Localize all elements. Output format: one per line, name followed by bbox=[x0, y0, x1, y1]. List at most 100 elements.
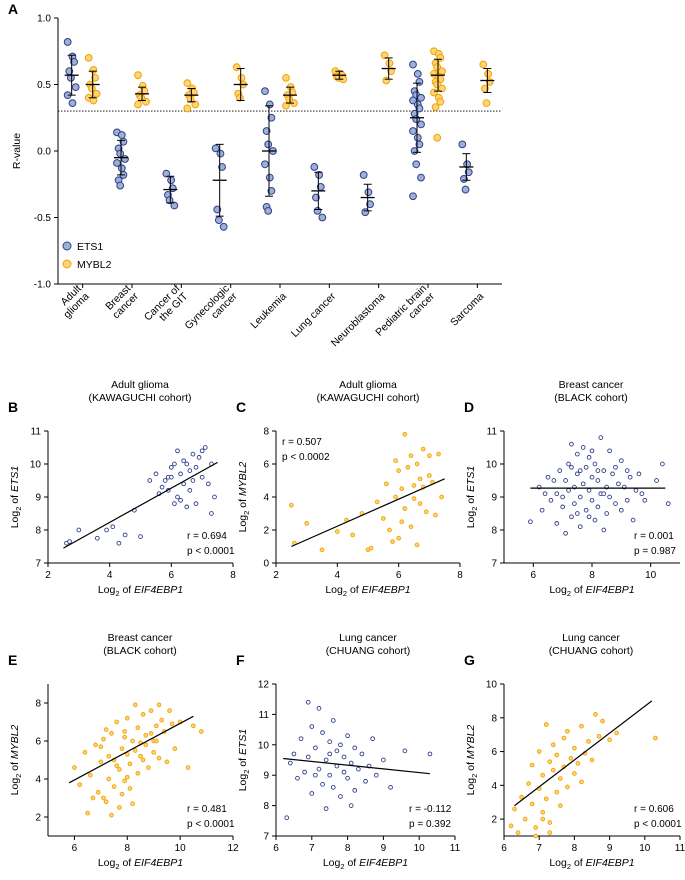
data-point-mybl2 bbox=[89, 65, 98, 74]
data-point-ets1 bbox=[313, 206, 322, 215]
data-point-ets1 bbox=[265, 173, 274, 182]
data-point-ets1 bbox=[267, 113, 276, 122]
x-tick-label: 6 bbox=[531, 570, 537, 581]
data-point-mybl2 bbox=[235, 93, 244, 102]
y-axis-label-gene: ETS1 bbox=[237, 729, 249, 755]
y-tick-label: 6 bbox=[35, 737, 41, 748]
x-tick-label: 10 bbox=[645, 570, 657, 581]
x-axis-label-sub: 2 bbox=[567, 862, 571, 871]
data-point bbox=[151, 750, 157, 755]
data-point-mybl2 bbox=[183, 79, 192, 88]
data-point-ets1 bbox=[211, 144, 220, 153]
x-tick-label: 9 bbox=[607, 843, 613, 854]
data-point bbox=[87, 772, 93, 778]
data-point-mybl2 bbox=[380, 51, 389, 60]
stat-annotation: r = 0.694 bbox=[187, 531, 227, 542]
data-point-ets1 bbox=[261, 160, 269, 169]
data-point bbox=[402, 431, 408, 437]
data-point bbox=[284, 815, 290, 821]
data-point bbox=[205, 481, 211, 487]
y-tick-label: 11 bbox=[487, 427, 498, 438]
data-point bbox=[117, 767, 122, 772]
y-axis-label: Log2 of ETS1 bbox=[237, 729, 251, 792]
data-point bbox=[569, 464, 574, 470]
data-point bbox=[209, 511, 214, 516]
data-point bbox=[345, 775, 350, 781]
data-point bbox=[636, 471, 642, 477]
data-point-ets1 bbox=[417, 93, 425, 102]
data-point bbox=[193, 501, 199, 506]
data-point bbox=[334, 748, 340, 754]
data-point bbox=[187, 468, 193, 473]
data-point bbox=[168, 464, 174, 470]
data-point-ets1 bbox=[218, 163, 226, 171]
data-point-ets1 bbox=[117, 131, 126, 139]
x-tick-label: 6 bbox=[72, 843, 78, 854]
data-point-ets1 bbox=[415, 104, 424, 113]
x-axis-label-mid: of bbox=[120, 584, 135, 596]
data-point bbox=[536, 749, 542, 754]
data-point-mybl2 bbox=[134, 100, 142, 109]
data-point-ets1 bbox=[116, 181, 125, 190]
x-axis-label-prefix: Log bbox=[549, 584, 567, 596]
data-point bbox=[566, 461, 571, 467]
stat-annotation: p = 0.392 bbox=[409, 819, 451, 830]
y-tick-label: 10 bbox=[486, 460, 498, 471]
legend-marker-mybl2 bbox=[62, 259, 72, 269]
data-point-ets1 bbox=[121, 155, 129, 163]
y-tick-label: -0.5 bbox=[34, 213, 52, 224]
data-point bbox=[533, 833, 539, 839]
data-point-ets1 bbox=[417, 120, 425, 129]
data-point bbox=[408, 524, 414, 530]
x-axis-label: Log2 of EIF4EBP1 bbox=[98, 857, 183, 871]
data-point-ets1 bbox=[458, 140, 467, 149]
x-tick-label: 2 bbox=[273, 570, 279, 581]
panel-label-e: E bbox=[8, 652, 17, 668]
x-tick-label: 7 bbox=[536, 843, 542, 854]
data-point bbox=[175, 494, 180, 500]
data-point bbox=[639, 491, 645, 497]
y-axis-label: Log2 of MYBL2 bbox=[465, 724, 479, 795]
x-axis-label-gene: EIF4EBP1 bbox=[134, 584, 183, 596]
data-point bbox=[402, 748, 408, 754]
data-point bbox=[529, 762, 535, 768]
y-axis-label-mid: of bbox=[9, 492, 21, 507]
data-point bbox=[512, 806, 517, 812]
y-axis-label-prefix: Log bbox=[9, 511, 21, 529]
data-point bbox=[388, 785, 393, 790]
data-point bbox=[586, 455, 592, 460]
data-point bbox=[579, 779, 584, 785]
data-point bbox=[146, 765, 151, 770]
data-point-mybl2 bbox=[438, 84, 446, 93]
data-point-mybl2 bbox=[282, 101, 290, 110]
data-point bbox=[352, 788, 358, 793]
data-point bbox=[103, 799, 109, 805]
data-point bbox=[550, 767, 556, 773]
data-point bbox=[515, 830, 521, 835]
data-point-ets1 bbox=[162, 169, 171, 178]
data-point bbox=[610, 471, 615, 477]
legend-label-mybl2: MYBL2 bbox=[77, 259, 112, 271]
data-point bbox=[627, 474, 633, 480]
data-point-mybl2 bbox=[282, 73, 290, 82]
data-point bbox=[190, 451, 196, 457]
data-point bbox=[566, 488, 571, 493]
x-axis-label-gene: EIF4EBP1 bbox=[362, 584, 411, 596]
data-point bbox=[436, 451, 441, 457]
y-axis-label-sub: 2 bbox=[242, 511, 251, 515]
x-axis-label: Log2 of EIF4EBP1 bbox=[549, 584, 634, 598]
data-point bbox=[345, 733, 350, 739]
data-point-ets1 bbox=[364, 188, 373, 197]
data-point bbox=[168, 474, 174, 480]
data-point bbox=[381, 757, 386, 763]
data-point bbox=[76, 527, 82, 533]
data-point bbox=[119, 746, 125, 751]
x-tick-label: 10 bbox=[414, 843, 426, 854]
y-tick-label: 2 bbox=[491, 815, 497, 826]
data-point bbox=[660, 461, 665, 467]
x-tick-label: 6 bbox=[169, 570, 175, 581]
data-point bbox=[154, 738, 159, 744]
x-tick-label: 6 bbox=[396, 570, 402, 581]
data-point bbox=[172, 746, 178, 751]
